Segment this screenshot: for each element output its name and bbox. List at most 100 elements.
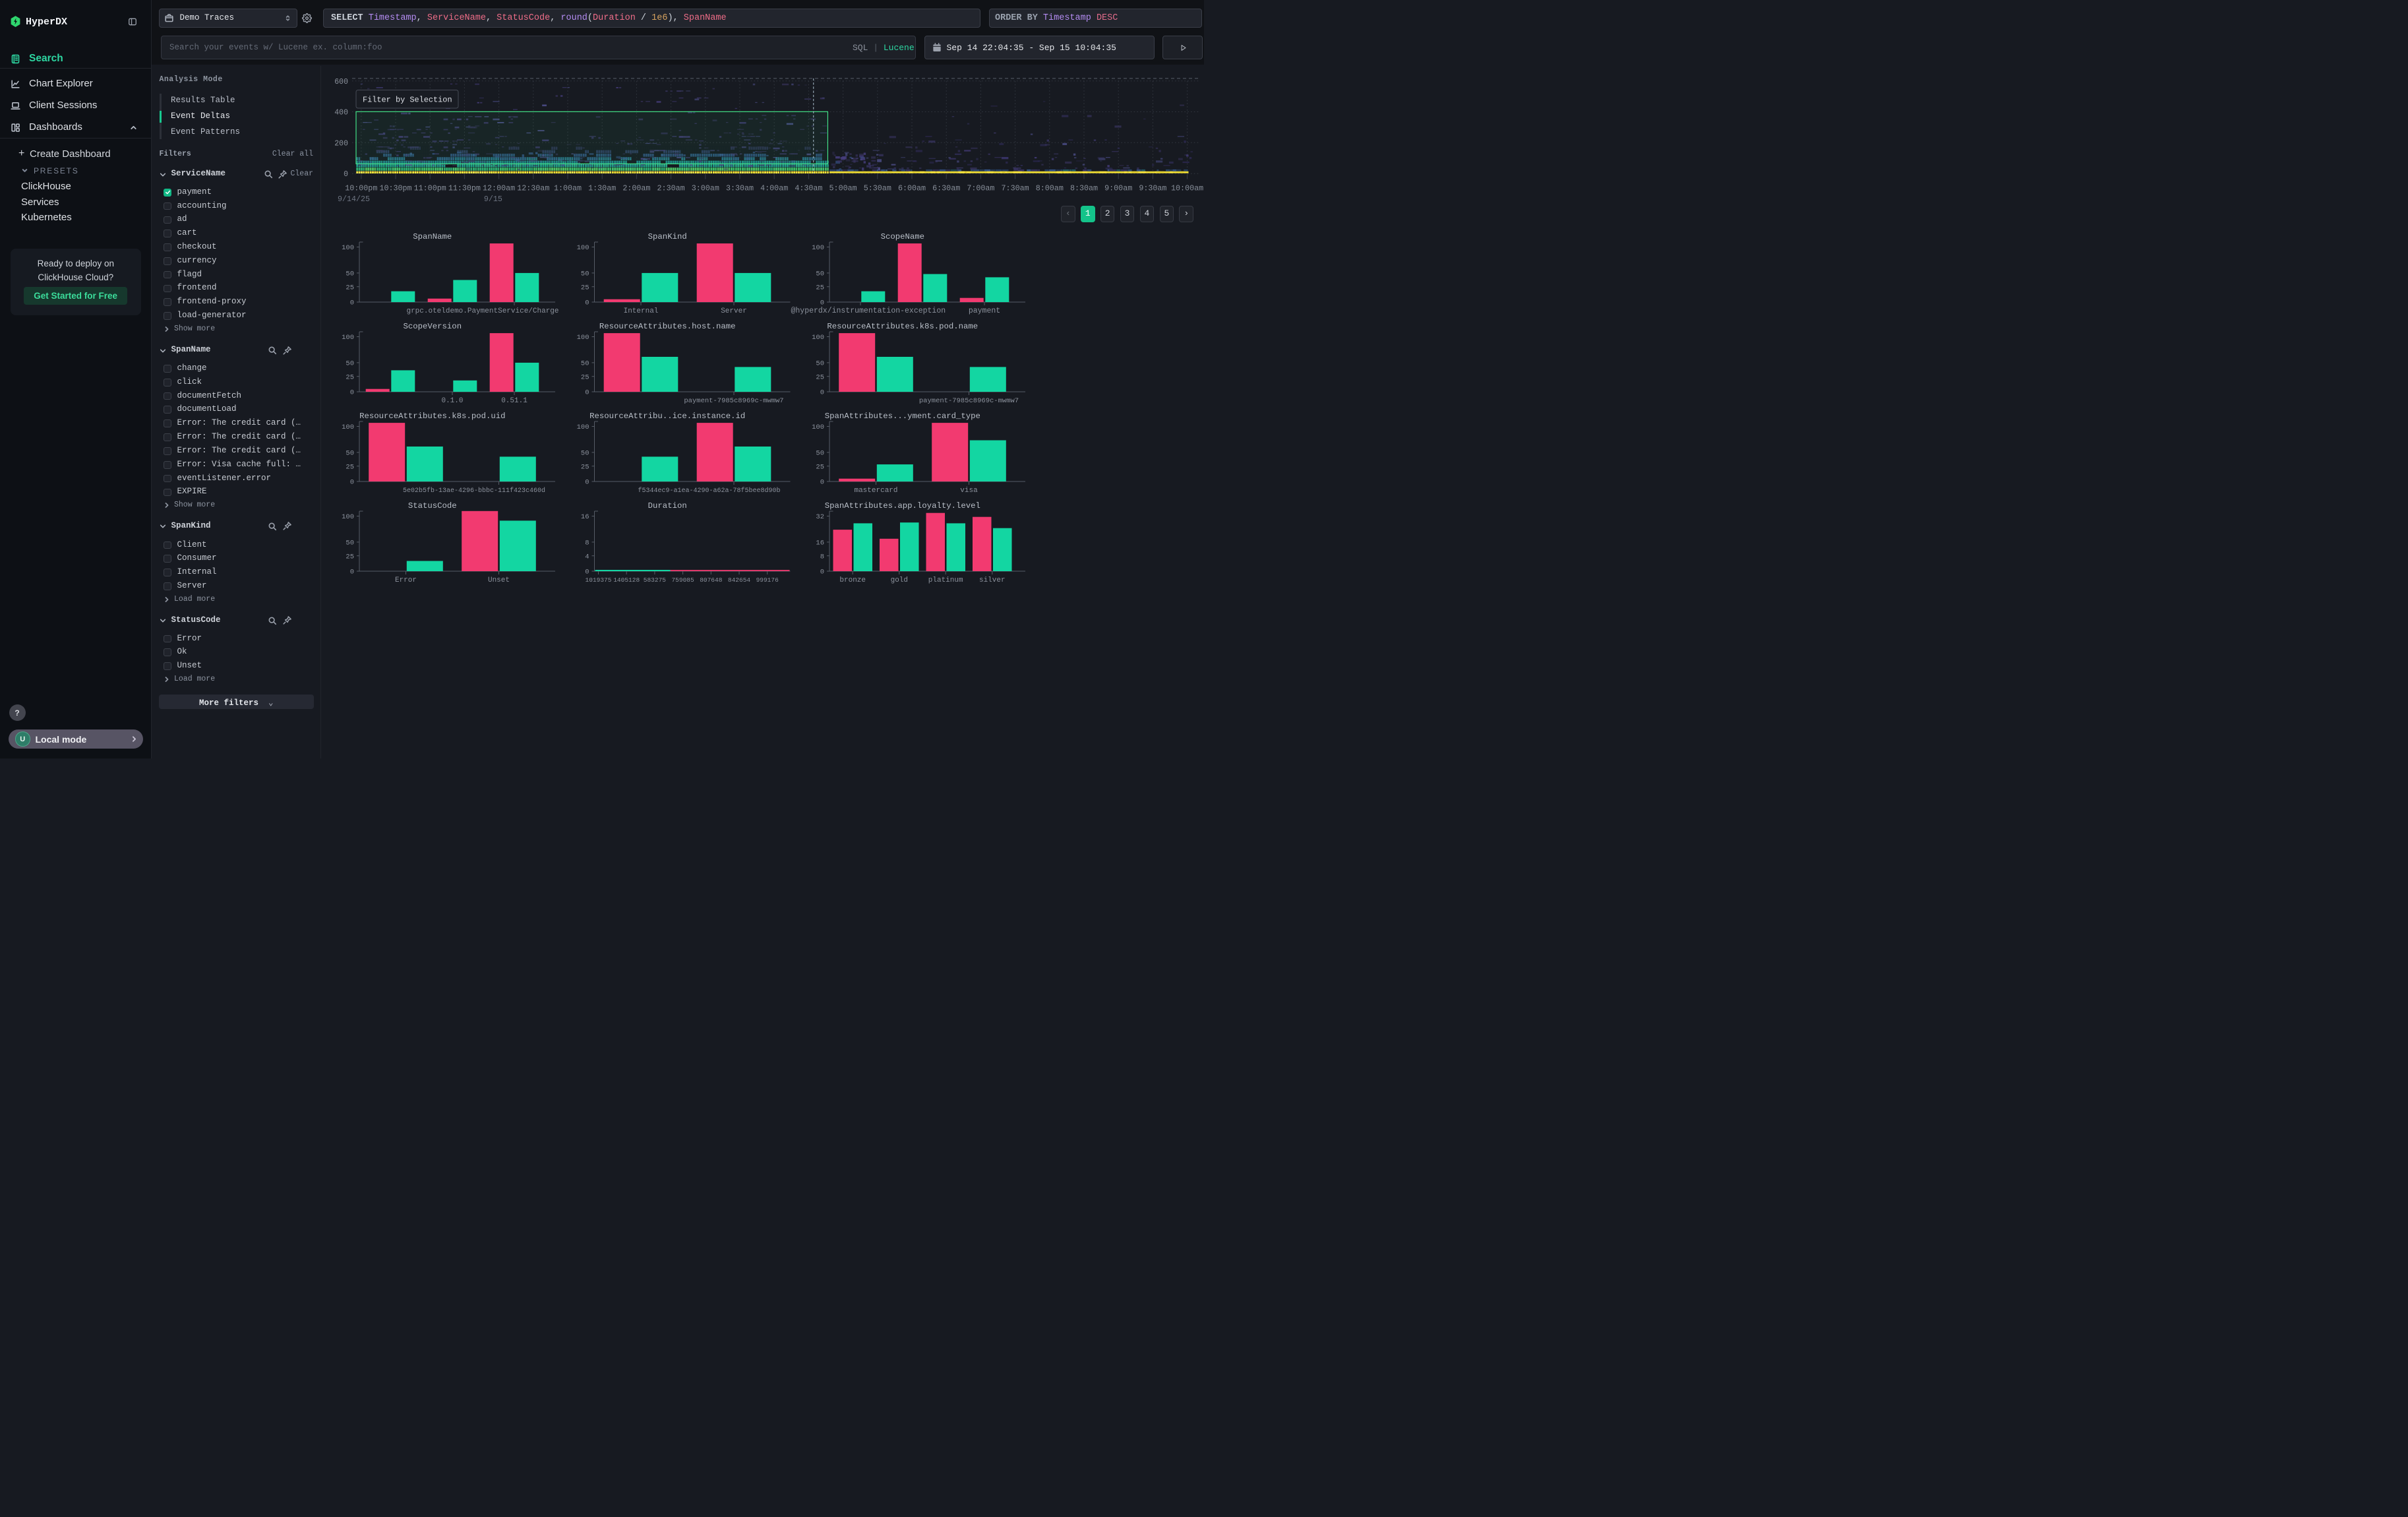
- svg-text:0.1.0: 0.1.0: [441, 397, 463, 405]
- svg-text:1:30am: 1:30am: [588, 183, 616, 193]
- svg-text:50: 50: [816, 270, 824, 278]
- svg-text:7:00am: 7:00am: [967, 183, 994, 193]
- svg-text:16: 16: [816, 540, 824, 547]
- svg-text:8: 8: [585, 540, 589, 547]
- svg-text:@hyperdx/instrumentation-excep: @hyperdx/instrumentation-exception: [791, 307, 946, 315]
- svg-text:6:30am: 6:30am: [932, 183, 960, 193]
- svg-text:50: 50: [346, 450, 354, 458]
- svg-text:50: 50: [581, 270, 589, 278]
- svg-text:100: 100: [577, 423, 589, 431]
- svg-text:visa: visa: [960, 487, 978, 495]
- svg-text:6:00am: 6:00am: [898, 183, 926, 193]
- svg-text:600: 600: [334, 78, 348, 86]
- svg-text:12:00am: 12:00am: [483, 183, 515, 193]
- svg-text:5e02b5fb-13ae-4296-bbbc-111f42: 5e02b5fb-13ae-4296-bbbc-111f423c460d: [403, 487, 545, 495]
- svg-text:1:00am: 1:00am: [554, 183, 582, 193]
- svg-text:25: 25: [816, 373, 824, 381]
- svg-text:gold: gold: [891, 576, 908, 584]
- svg-text:50: 50: [816, 450, 824, 458]
- svg-text:StatusCode: StatusCode: [408, 501, 457, 511]
- svg-text:0.51.1: 0.51.1: [501, 397, 527, 405]
- svg-text:ScopeName: ScopeName: [881, 232, 924, 241]
- svg-text:SpanAttributes.app.loyalty.lev: SpanAttributes.app.loyalty.level: [825, 501, 980, 511]
- svg-text:10:30pm: 10:30pm: [379, 183, 411, 193]
- svg-text:100: 100: [342, 513, 354, 521]
- svg-text:50: 50: [346, 540, 354, 547]
- svg-text:0: 0: [350, 479, 354, 487]
- svg-text:100: 100: [342, 244, 354, 252]
- svg-text:ResourceAttribu..ice.instance.: ResourceAttribu..ice.instance.id: [589, 412, 745, 421]
- svg-text:25: 25: [581, 373, 589, 381]
- svg-text:25: 25: [581, 463, 589, 471]
- svg-text:583275: 583275: [644, 576, 667, 584]
- svg-text:4:30am: 4:30am: [795, 183, 822, 193]
- svg-text:ResourceAttributes.k8s.pod.uid: ResourceAttributes.k8s.pod.uid: [359, 412, 505, 421]
- svg-text:11:00pm: 11:00pm: [414, 183, 446, 193]
- svg-text:50: 50: [581, 360, 589, 368]
- svg-text:50: 50: [581, 450, 589, 458]
- svg-text:25: 25: [346, 463, 354, 471]
- svg-text:payment-7985c8969c-mwmw7: payment-7985c8969c-mwmw7: [684, 397, 783, 405]
- svg-text:platinum: platinum: [928, 576, 963, 584]
- svg-text:3:30am: 3:30am: [726, 183, 754, 193]
- svg-text:100: 100: [577, 334, 589, 342]
- svg-text:3:00am: 3:00am: [692, 183, 719, 193]
- svg-text:0: 0: [585, 389, 589, 397]
- svg-text:0: 0: [350, 389, 354, 397]
- svg-text:10:00am: 10:00am: [1171, 183, 1203, 193]
- svg-text:9/15: 9/15: [484, 195, 502, 204]
- svg-text:999176: 999176: [756, 576, 779, 584]
- svg-text:25: 25: [816, 284, 824, 292]
- svg-text:759085: 759085: [671, 576, 694, 584]
- svg-text:842654: 842654: [728, 576, 751, 584]
- svg-text:payment-7985c8969c-mwmw7: payment-7985c8969c-mwmw7: [919, 397, 1019, 405]
- svg-text:bronze: bronze: [839, 576, 866, 584]
- svg-text:Filter by Selection: Filter by Selection: [363, 96, 452, 105]
- svg-text:25: 25: [346, 373, 354, 381]
- svg-text:50: 50: [346, 270, 354, 278]
- svg-text:0: 0: [820, 569, 824, 576]
- svg-text:Duration: Duration: [648, 501, 687, 511]
- svg-text:16: 16: [581, 513, 589, 521]
- svg-text:200: 200: [334, 139, 348, 148]
- svg-text:807648: 807648: [700, 576, 723, 584]
- svg-text:Unset: Unset: [488, 576, 510, 584]
- svg-text:5:00am: 5:00am: [829, 183, 857, 193]
- svg-text:4:00am: 4:00am: [760, 183, 788, 193]
- svg-text:0: 0: [820, 389, 824, 397]
- svg-text:0: 0: [585, 299, 589, 307]
- svg-text:ScopeVersion: ScopeVersion: [404, 322, 462, 331]
- svg-text:8:30am: 8:30am: [1070, 183, 1098, 193]
- svg-text:0: 0: [820, 299, 824, 307]
- svg-text:f5344ec9-a1ea-4290-a62a-78f5be: f5344ec9-a1ea-4290-a62a-78f5bee8d90b: [638, 487, 780, 495]
- svg-text:9:30am: 9:30am: [1139, 183, 1166, 193]
- svg-text:100: 100: [812, 334, 824, 342]
- svg-text:mastercard: mastercard: [854, 487, 897, 495]
- svg-text:0: 0: [350, 299, 354, 307]
- svg-text:7:30am: 7:30am: [1002, 183, 1029, 193]
- svg-text:0: 0: [820, 479, 824, 487]
- svg-text:11:30pm: 11:30pm: [448, 183, 481, 193]
- svg-text:2:00am: 2:00am: [622, 183, 650, 193]
- svg-text:SpanAttributes...yment.card_ty: SpanAttributes...yment.card_type: [825, 412, 980, 421]
- svg-text:8:00am: 8:00am: [1036, 183, 1064, 193]
- svg-text:25: 25: [581, 284, 589, 292]
- svg-text:25: 25: [816, 463, 824, 471]
- svg-text:silver: silver: [979, 576, 1006, 584]
- svg-text:0: 0: [585, 569, 589, 576]
- svg-text:ResourceAttributes.k8s.pod.nam: ResourceAttributes.k8s.pod.name: [827, 322, 978, 331]
- svg-text:9:00am: 9:00am: [1104, 183, 1132, 193]
- svg-text:10:00pm: 10:00pm: [345, 183, 377, 193]
- svg-text:ResourceAttributes.host.name: ResourceAttributes.host.name: [599, 322, 736, 331]
- svg-text:100: 100: [812, 244, 824, 252]
- svg-text:100: 100: [812, 423, 824, 431]
- svg-text:grpc.oteldemo.PaymentService/C: grpc.oteldemo.PaymentService/Charge: [406, 307, 558, 315]
- svg-text:4: 4: [585, 553, 589, 561]
- svg-text:2:30am: 2:30am: [657, 183, 685, 193]
- svg-text:Server: Server: [721, 307, 747, 315]
- svg-text:25: 25: [346, 553, 354, 561]
- svg-text:payment: payment: [969, 307, 1000, 315]
- svg-text:25: 25: [346, 284, 354, 292]
- svg-text:100: 100: [577, 244, 589, 252]
- svg-text:12:30am: 12:30am: [517, 183, 549, 193]
